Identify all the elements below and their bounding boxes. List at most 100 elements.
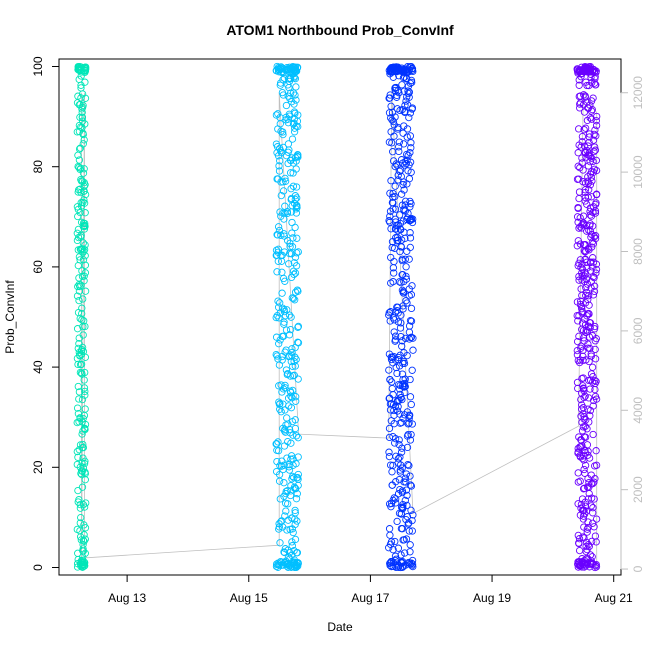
scatter-points-layer (73, 62, 601, 572)
y-tick-label: 0 (31, 564, 45, 571)
data-point (73, 203, 82, 211)
data-point (272, 140, 281, 148)
data-point (77, 513, 85, 522)
data-point (583, 538, 591, 547)
data-point (579, 334, 588, 342)
data-point (391, 192, 399, 201)
data-point (398, 201, 407, 209)
data-point (580, 91, 588, 99)
data-point (391, 439, 399, 447)
data-point (73, 325, 82, 333)
data-point (402, 275, 411, 283)
data-point (583, 327, 592, 335)
chart-title: ATOM1 Northbound Prob_ConvInf (226, 22, 454, 38)
data-point (387, 562, 395, 571)
data-point (291, 195, 299, 204)
data-point (277, 408, 285, 416)
data-point (585, 479, 593, 487)
x-tick-label: Aug 21 (595, 591, 633, 605)
data-point (79, 295, 87, 303)
data-point (78, 108, 86, 117)
data-point (285, 77, 294, 86)
data-point (409, 215, 417, 223)
data-point (407, 482, 416, 490)
data-point (79, 140, 87, 148)
data-point (386, 212, 394, 220)
data-point (590, 233, 598, 241)
data-point (281, 174, 289, 183)
data-point (291, 535, 300, 544)
data-point (387, 253, 395, 262)
data-point (79, 560, 87, 569)
data-point (279, 400, 287, 408)
data-point (292, 393, 300, 401)
data-point (291, 484, 299, 493)
data-point (406, 148, 414, 157)
data-point (276, 336, 284, 344)
data-point (292, 205, 300, 213)
data-point (403, 215, 411, 224)
data-point (591, 126, 599, 134)
data-point (592, 563, 601, 571)
data-point (284, 115, 292, 123)
data-point (286, 372, 294, 380)
data-point (78, 113, 86, 121)
data-point (580, 523, 588, 531)
data-point (74, 212, 82, 221)
data-point (393, 517, 401, 526)
data-point (276, 81, 284, 89)
data-point (389, 496, 397, 505)
data-point (280, 320, 288, 328)
data-point (390, 244, 399, 252)
data-point (398, 342, 406, 350)
data-point (406, 158, 415, 166)
data-point (290, 371, 298, 379)
data-point (581, 392, 589, 400)
data-point (574, 500, 582, 508)
data-point (394, 236, 402, 244)
data-point (399, 287, 408, 296)
data-point (591, 232, 600, 240)
data-point (573, 346, 581, 355)
data-point (592, 199, 600, 207)
data-point (81, 287, 90, 295)
data-point (589, 136, 598, 144)
data-point (78, 459, 86, 467)
data-point (401, 161, 409, 169)
data-point (279, 143, 287, 152)
data-point (584, 340, 592, 348)
y2-tick-label: 12000 (631, 76, 645, 110)
data-point (275, 226, 284, 235)
x-tick-label: Aug 17 (351, 591, 389, 605)
data-point (405, 461, 413, 470)
data-point (592, 191, 601, 199)
data-point (275, 162, 283, 170)
data-point (81, 94, 90, 102)
data-point (400, 277, 408, 286)
data-point (584, 451, 592, 459)
data-point (592, 447, 600, 455)
y2-tick-label: 2000 (631, 476, 645, 503)
data-point (81, 261, 90, 269)
data-point (395, 362, 404, 370)
data-point (573, 66, 582, 74)
data-point (387, 225, 395, 233)
data-point (289, 294, 298, 303)
data-point (587, 212, 596, 220)
data-point (288, 417, 297, 426)
data-point (78, 483, 87, 491)
data-point (80, 537, 88, 545)
data-point (574, 203, 582, 212)
data-point (294, 375, 302, 383)
data-point (402, 97, 410, 105)
data-point (294, 248, 302, 256)
data-point (77, 188, 85, 197)
data-point (286, 243, 294, 251)
data-point (387, 128, 395, 136)
data-point (75, 340, 83, 348)
data-point (388, 481, 396, 489)
data-point (403, 125, 412, 133)
data-point (386, 376, 394, 384)
data-point (78, 177, 87, 186)
data-point (408, 420, 416, 428)
